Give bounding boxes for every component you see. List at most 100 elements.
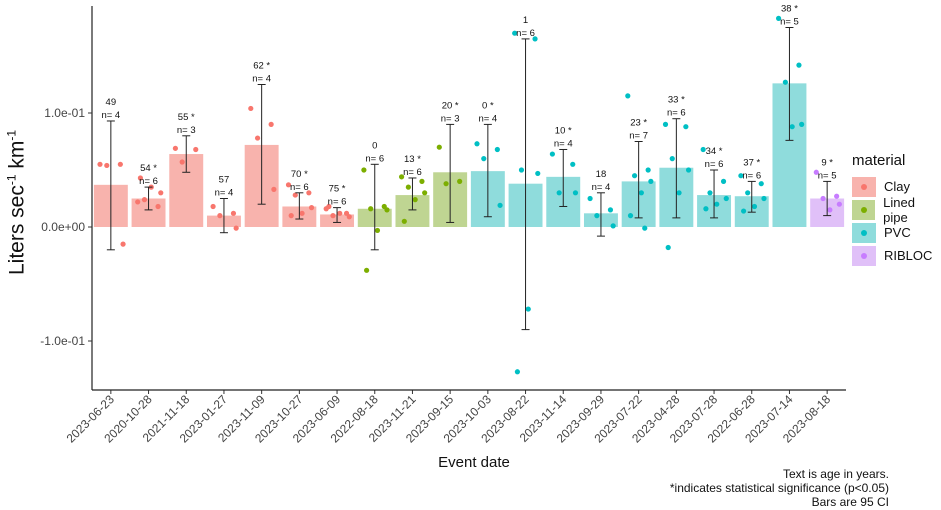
data-point [271,186,277,192]
data-point [497,202,503,208]
data-point [210,203,216,210]
legend-item-ribloc: RIBLOC [852,244,941,267]
age-label: 13 * [404,154,421,165]
n-label: n= 6 [328,197,347,208]
data-point [172,145,178,151]
legend-title: material [852,152,906,169]
data-point [796,62,802,68]
data-point [248,105,254,112]
data-point [782,79,788,85]
data-point [676,190,682,196]
legend-key-ribloc [852,245,876,266]
data-point [494,146,500,153]
data-point [233,225,239,231]
y-tick-label: 1.0e-01 [44,106,85,120]
age-label: 9 * [821,157,833,168]
data-point [158,190,164,196]
data-point [648,178,654,184]
data-point [638,190,644,196]
n-label: n= 6 [667,108,686,119]
data-point [401,218,407,224]
n-label: n= 4 [101,110,120,121]
n-label: n= 6 [139,176,158,187]
data-point [836,201,842,207]
data-point [607,207,614,213]
data-point [254,135,261,141]
data-point [556,190,562,196]
data-point [514,369,521,375]
errorbars-layer [106,27,832,331]
age-label: 0 * [482,100,494,111]
data-point [594,213,600,219]
data-point [104,162,110,169]
data-point [364,267,370,273]
age-label: 38 * [781,4,798,15]
age-label: 49 [106,97,117,108]
data-point [700,146,706,153]
data-point [120,241,126,247]
data-point [135,199,141,205]
points-layer [97,15,842,375]
data-point [419,178,425,184]
data-point [745,190,751,196]
data-point [288,213,294,219]
data-point [642,225,648,231]
y-tick-label: -1.0e-01 [40,334,85,348]
n-label: n= 4 [478,113,497,124]
data-point [720,178,727,184]
caption-line: *indicates statistical significance (p<0… [669,481,889,495]
data-point [474,141,480,147]
data-point [217,213,223,219]
labels-layer: 49 n= 4 54 * n= 6 55 * n= 3 57 n= 4 62 * n= 4 70 *… [101,4,836,208]
data-point [384,207,390,213]
age-label: 18 [596,169,607,180]
n-label: n= 6 [742,170,761,181]
n-label: n= 6 [290,182,309,193]
legend-item-lined-pipe: Lined pipe [852,195,941,225]
data-point [707,190,713,196]
legend-label: PVC [884,225,911,240]
data-point [525,306,531,312]
data-point [662,121,669,127]
data-point [443,181,449,187]
data-point [137,175,144,181]
data-point [789,124,795,130]
data-point [337,210,343,216]
y-tick-label: 0.0e+00 [41,220,85,234]
legend: material Clay Lined pipe PVC RIBLOC [852,152,941,267]
data-point [587,195,593,202]
caption-line: Text is age in years. [782,467,889,481]
data-point [193,146,199,153]
data-point [645,167,651,173]
n-label: n= 4 [215,188,234,199]
legend-key-lined-pipe [852,199,876,220]
data-point [405,184,411,190]
data-point [683,124,689,130]
data-point [703,206,709,212]
age-label: 0 [372,140,377,151]
data-point [738,173,744,179]
n-label: n= 3 [177,125,196,136]
caption-line: Bars are 95 CI [811,495,889,509]
data-point [457,178,463,184]
data-point [361,167,367,173]
data-point [549,151,555,157]
data-point [374,227,381,234]
caption: Text is age in years. *indicates statist… [670,467,889,509]
data-point [97,161,103,167]
data-point [625,93,631,99]
n-label: n= 3 [441,113,460,124]
data-point [230,210,237,216]
data-point [532,36,538,42]
n-label: n= 6 [365,153,384,164]
age-label: 54 * [140,163,157,174]
data-point [306,190,312,196]
y-axis-title: Liters sec-1 km-1 [4,129,29,276]
data-point [268,121,274,127]
data-point [512,30,518,36]
n-label: n= 6 [516,28,535,39]
age-label: 62 * [253,61,270,72]
data-point [758,181,764,187]
data-point [179,159,185,165]
